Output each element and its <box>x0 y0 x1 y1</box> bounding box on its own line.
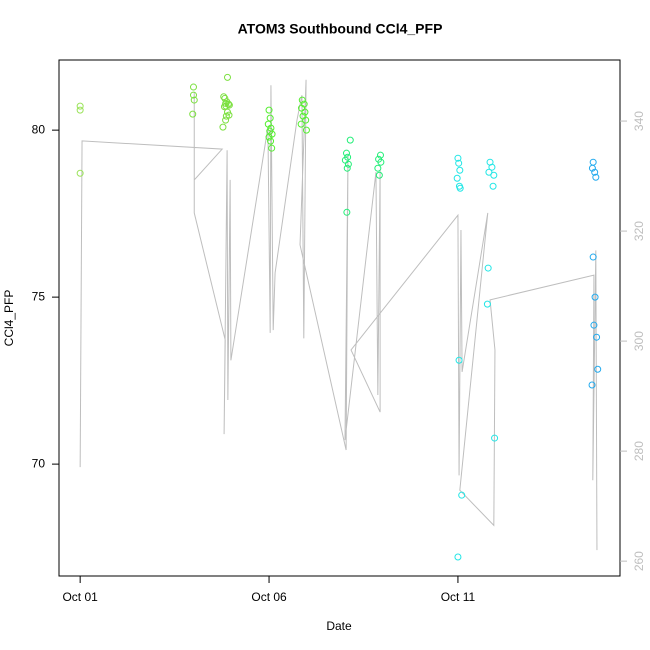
point <box>298 96 306 104</box>
point <box>189 83 197 91</box>
y2-tick-label: 300 <box>632 331 646 351</box>
point <box>298 104 306 112</box>
point <box>456 166 464 174</box>
point <box>190 96 198 104</box>
point <box>222 116 230 124</box>
y-axis-label: CCl4_PFP <box>2 290 16 347</box>
point <box>342 149 350 157</box>
point <box>590 321 598 329</box>
point <box>225 111 233 119</box>
point <box>593 333 601 341</box>
point <box>223 73 231 81</box>
point <box>377 158 385 166</box>
line <box>79 79 598 551</box>
point <box>343 164 351 172</box>
point <box>454 553 462 561</box>
point <box>376 151 384 159</box>
y2-tick-label: 320 <box>632 221 646 241</box>
point <box>268 144 276 152</box>
point <box>453 174 461 182</box>
point <box>589 253 597 261</box>
point <box>189 91 197 99</box>
point <box>588 164 596 172</box>
point <box>484 264 492 272</box>
x-tick-label: Oct 11 <box>441 590 476 604</box>
y2-tick-label: 260 <box>632 551 646 571</box>
x-axis-label: Date <box>326 619 352 633</box>
point <box>458 491 466 499</box>
y2-tick-label: 340 <box>632 111 646 131</box>
point <box>220 103 228 111</box>
point <box>374 164 382 172</box>
y-tick-label: 80 <box>32 122 46 136</box>
point <box>222 99 230 107</box>
point <box>588 381 596 389</box>
x-tick-label: Oct 01 <box>62 590 98 604</box>
point <box>591 168 599 176</box>
point <box>591 293 599 301</box>
point <box>297 120 305 128</box>
point <box>346 136 354 144</box>
point <box>265 133 273 141</box>
point <box>301 108 309 116</box>
point <box>455 356 463 364</box>
x-tick-label: Oct 06 <box>251 590 287 604</box>
point <box>488 163 496 171</box>
point <box>592 173 600 181</box>
plot-frame <box>58 59 621 577</box>
point <box>344 160 352 168</box>
point <box>456 184 464 192</box>
point <box>189 110 197 118</box>
point <box>266 114 274 122</box>
point <box>302 126 310 134</box>
y-tick-label: 75 <box>32 289 46 303</box>
point <box>491 434 499 442</box>
point <box>225 101 233 109</box>
point <box>76 169 84 177</box>
point <box>267 137 275 145</box>
y2-tick-label: 280 <box>632 441 646 461</box>
point <box>489 182 497 190</box>
point <box>594 365 602 373</box>
point <box>219 123 227 131</box>
point <box>220 93 228 101</box>
point <box>589 158 597 166</box>
point <box>76 102 84 110</box>
point <box>455 159 463 167</box>
point <box>221 94 229 102</box>
y-tick-label: 70 <box>32 456 46 470</box>
point <box>454 154 462 162</box>
point <box>76 106 84 114</box>
point <box>485 168 493 176</box>
point <box>343 208 351 216</box>
point <box>265 106 273 114</box>
point <box>483 300 491 308</box>
point <box>490 171 498 179</box>
chart-title: ATOM3 Southbound CCl4_PFP <box>238 21 443 37</box>
point <box>375 171 383 179</box>
point <box>302 116 310 124</box>
